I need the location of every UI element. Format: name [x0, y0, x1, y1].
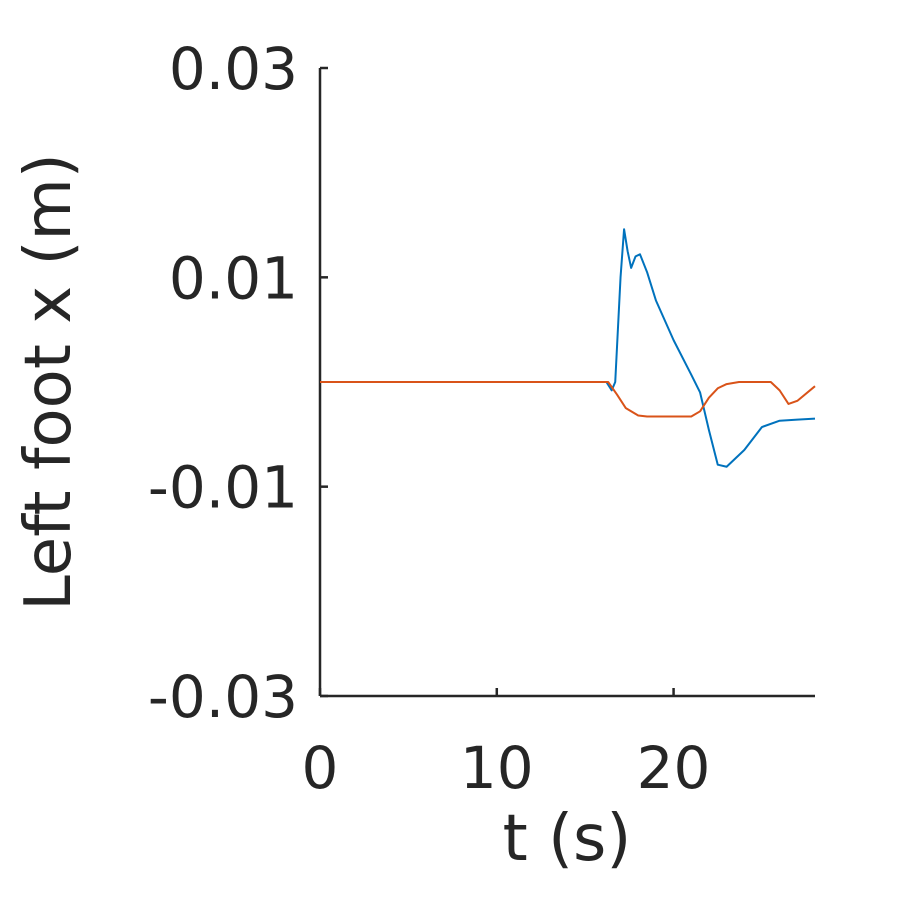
x-tick-label: 0	[302, 734, 339, 802]
y-tick-label: 0.03	[169, 35, 298, 103]
x-axis-label: t (s)	[503, 802, 632, 876]
x-tick-label: 20	[637, 734, 711, 802]
y-axis-label: Left foot x (m)	[12, 153, 86, 611]
data-line	[320, 381, 816, 418]
x-tick-label: 10	[460, 734, 534, 802]
data-line	[320, 228, 816, 468]
y-tick-label: -0.01	[148, 454, 298, 522]
y-tick-label: -0.03	[148, 663, 298, 731]
y-tick-label: 0.01	[169, 244, 298, 312]
